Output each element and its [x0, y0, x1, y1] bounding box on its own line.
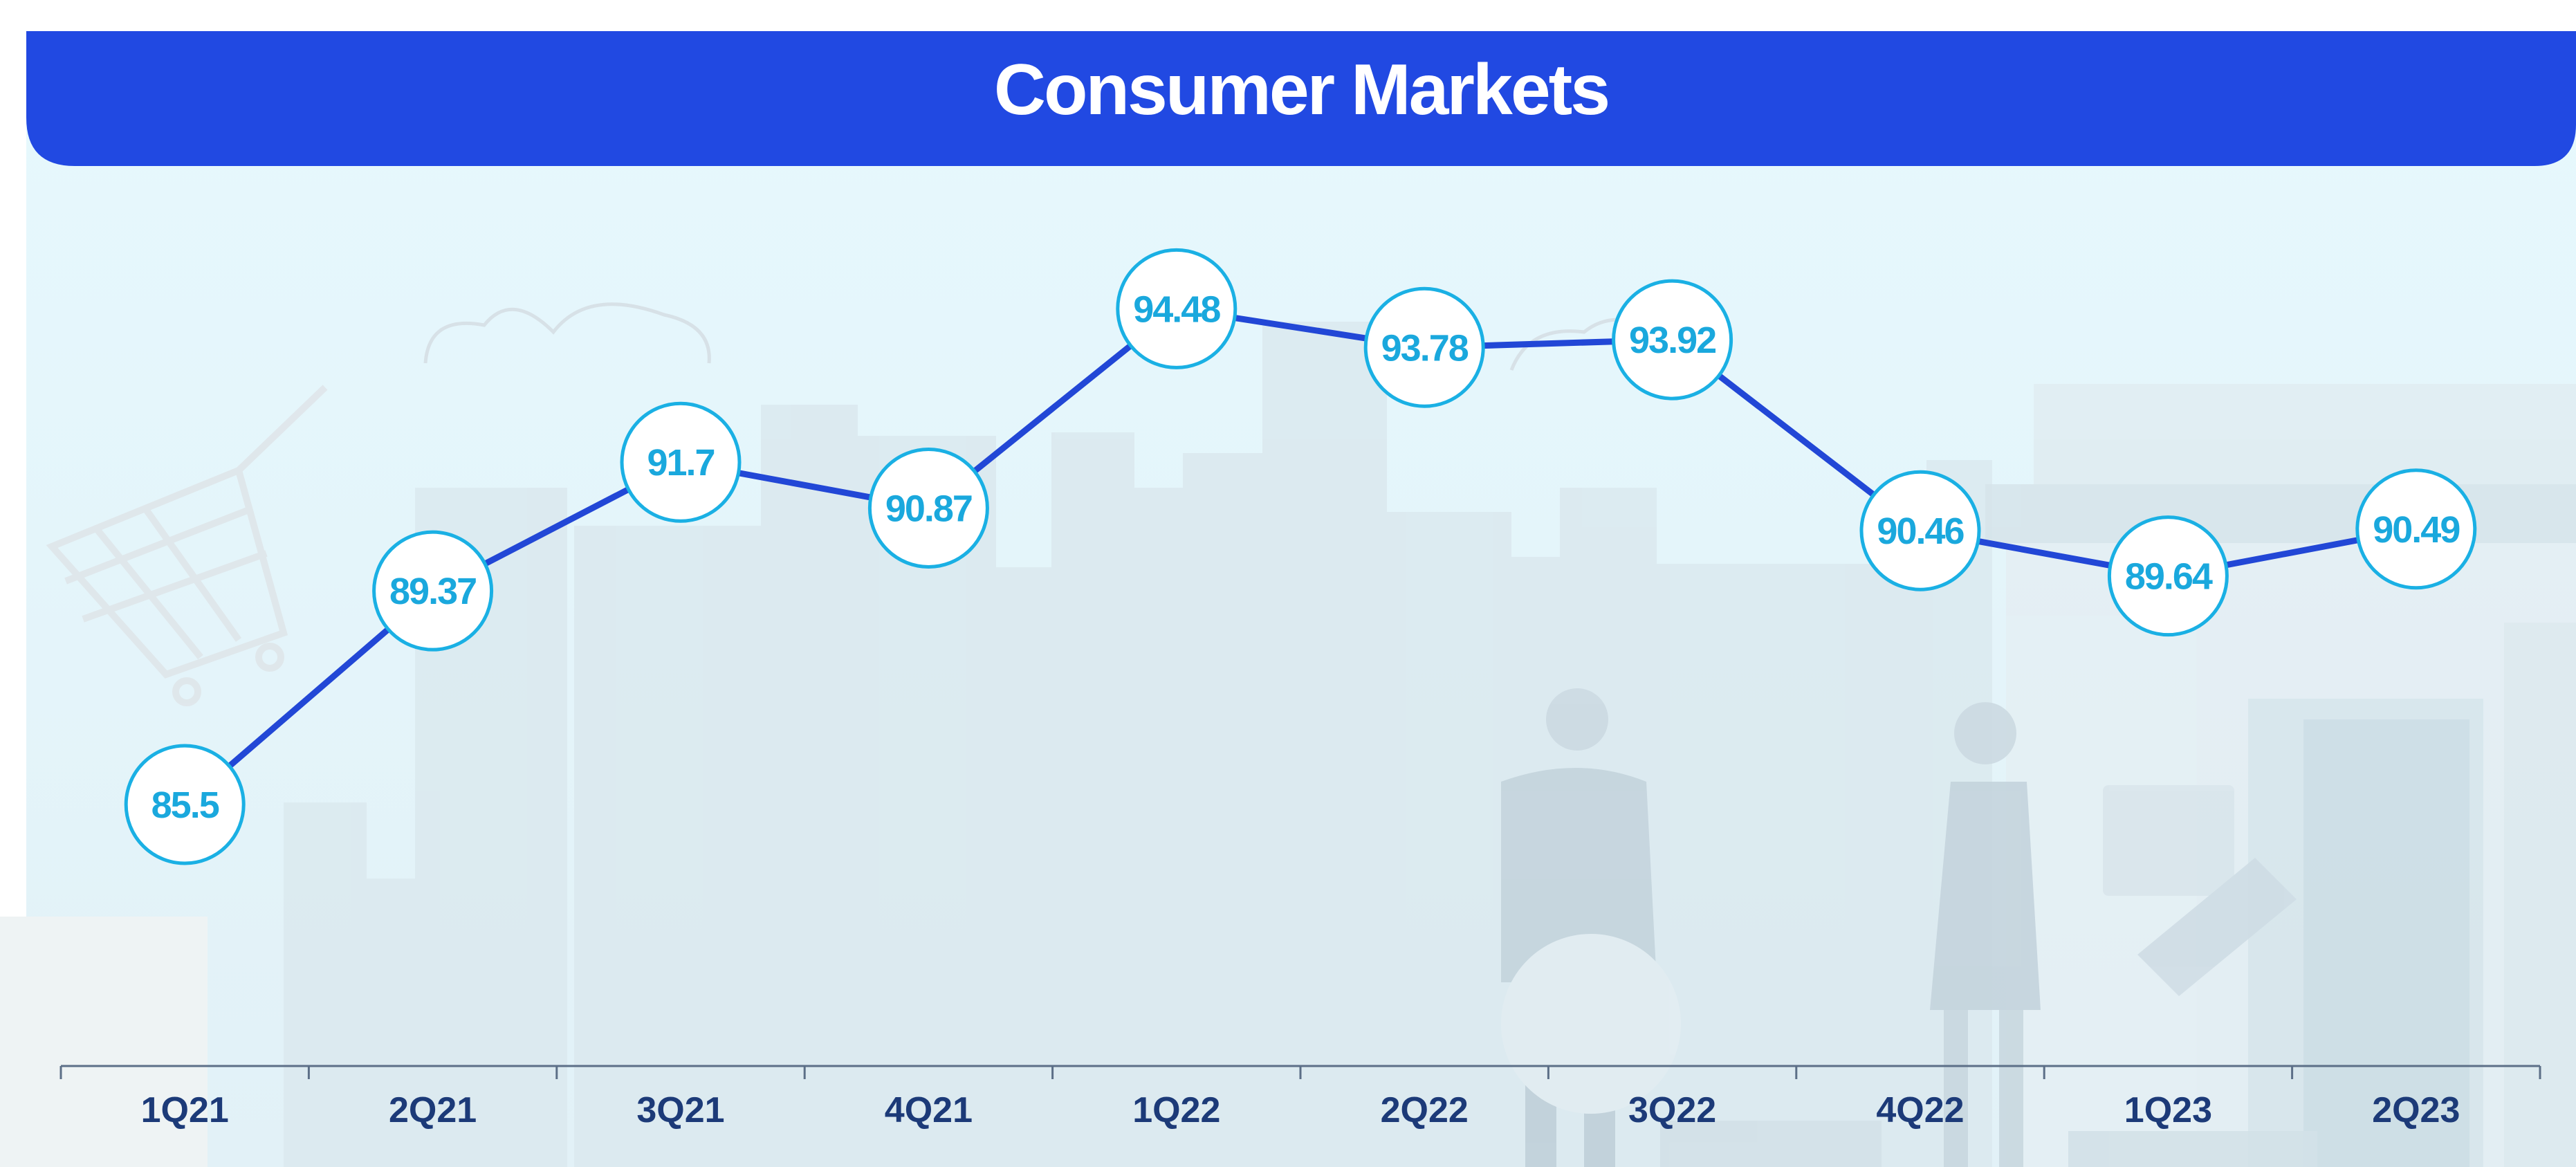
data-label: 93.92 [1629, 320, 1715, 361]
data-label: 89.64 [2125, 556, 2213, 598]
data-point-marker [867, 447, 989, 569]
x-axis-category-label: 3Q21 [636, 1090, 724, 1130]
x-axis-category-label: 1Q22 [1132, 1090, 1220, 1130]
x-axis-category-labels: 1Q21 2Q21 3Q21 4Q21 1Q22 2Q22 3Q22 4Q22 1Q23 2Q23 [141, 1090, 2460, 1130]
data-label: 90.49 [2373, 509, 2460, 551]
data-point-marker [1116, 248, 1238, 369]
shoppers-illustration [1501, 688, 2317, 1167]
data-point-marker [2107, 515, 2229, 637]
left-ground-shade [0, 917, 208, 1167]
data-label: 91.7 [647, 442, 714, 484]
data-label: 89.37 [389, 571, 476, 612]
data-point-marker [1612, 279, 1733, 401]
data-label: 90.87 [885, 488, 972, 529]
data-point-marker [1859, 470, 1981, 591]
data-point-marker [372, 530, 494, 652]
title-bar [26, 31, 2576, 166]
x-axis-category-label: 2Q21 [389, 1090, 477, 1130]
chart-title: Consumer Markets [994, 50, 1608, 130]
data-point-marker [2355, 468, 2477, 590]
shopping-cart-illustration [46, 385, 328, 706]
data-label: 93.78 [1381, 327, 1469, 369]
data-label: 90.46 [1877, 511, 1964, 552]
data-label: 85.5 [151, 784, 219, 826]
x-axis-category-label: 1Q23 [2124, 1090, 2212, 1130]
x-axis-category-label: 3Q22 [1628, 1090, 1716, 1130]
x-axis-ticks [59, 1066, 2541, 1079]
x-axis-category-label: 2Q22 [1381, 1090, 1469, 1130]
data-labels: 85.5 89.37 91.7 90.87 94.48 93.78 93.92 90.46 89… [151, 288, 2462, 826]
data-point-marker [1363, 286, 1485, 408]
x-axis-category-label: 1Q21 [141, 1090, 229, 1130]
data-label: 94.48 [1133, 288, 1220, 330]
x-axis-category-label: 2Q23 [2372, 1090, 2460, 1130]
data-point-markers [124, 248, 2477, 865]
data-point-marker [124, 744, 246, 865]
x-axis-category-label: 4Q22 [1876, 1090, 1964, 1130]
storefront-illustration [1985, 384, 2576, 1167]
x-axis-category-label: 4Q21 [885, 1090, 973, 1130]
data-point-marker [620, 401, 742, 523]
series-line [183, 305, 2417, 807]
